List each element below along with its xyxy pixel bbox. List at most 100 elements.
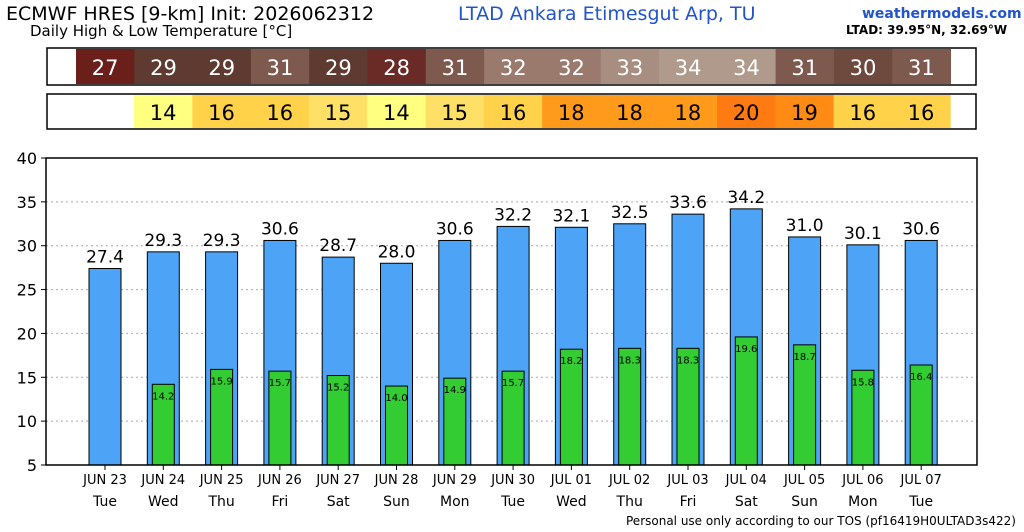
low-strip-cell — [367, 95, 426, 128]
low-strip-value: 16 — [849, 101, 876, 125]
x-tick-weekday: Tue — [92, 494, 117, 510]
high-bar-label: 32.1 — [552, 206, 590, 226]
low-bar-label: 14.9 — [444, 385, 466, 396]
low-bar — [734, 336, 758, 466]
y-tick-label: 10 — [17, 412, 37, 431]
high-strip-cell — [833, 49, 893, 84]
x-tick-date: JUL 04 — [725, 473, 767, 488]
x-tick-weekday: Wed — [556, 494, 587, 510]
station-coords: LTAD: 39.95°N, 32.69°W — [846, 23, 1008, 37]
low-strip-cell — [891, 95, 951, 128]
y-tick-label: 25 — [17, 281, 37, 300]
high-bar-label: 27.4 — [86, 248, 124, 268]
high-strip-value: 34 — [733, 56, 760, 80]
high-strip-value: 31 — [908, 56, 935, 80]
high-strip-value: 31 — [791, 56, 818, 80]
x-tick-date: JUL 05 — [783, 473, 825, 488]
x-tick-date: JUL 03 — [666, 473, 708, 488]
footer-note: Personal use only according to our TOS (… — [626, 514, 1016, 528]
low-strip-value: 18 — [674, 101, 701, 125]
low-bar-label: 15.7 — [502, 378, 524, 389]
high-strip-cell — [484, 49, 543, 84]
x-tick-weekday: Sun — [383, 494, 410, 510]
y-tick-label: 5 — [27, 456, 37, 475]
high-bar-label: 33.6 — [669, 193, 707, 213]
low-strip-value: 15 — [325, 101, 352, 125]
high-bar-label: 31.0 — [786, 216, 824, 236]
low-strip-value: 16 — [208, 101, 235, 125]
x-tick-weekday: Thu — [207, 494, 234, 510]
high-strip-cell — [250, 49, 310, 84]
low-strip-value: 16 — [266, 101, 293, 125]
low-bar-label: 15.8 — [852, 377, 874, 388]
x-tick-weekday: Sun — [791, 494, 818, 510]
y-tick-label: 30 — [17, 237, 37, 256]
low-bar-label: 18.3 — [619, 355, 641, 366]
y-tick-label: 20 — [17, 324, 37, 343]
low-bar-label: 15.2 — [327, 383, 349, 394]
high-bar-label: 28.0 — [378, 242, 416, 262]
x-tick-date: JUL 07 — [900, 473, 942, 488]
low-bar-label: 18.7 — [793, 352, 815, 363]
low-strip-value: 14 — [383, 101, 410, 125]
high-strip-cell — [425, 49, 485, 84]
x-tick-weekday: Sat — [327, 494, 350, 510]
x-tick-date: JUL 06 — [841, 473, 883, 488]
high-bar-label: 30.6 — [902, 219, 940, 239]
low-strip-cell — [542, 95, 601, 128]
high-strip-cell — [775, 49, 835, 84]
high-strip-cell — [192, 49, 252, 84]
low-strip-value: 16 — [908, 101, 935, 125]
high-strip-value: 28 — [383, 56, 410, 80]
high-strip-cell — [717, 49, 777, 84]
low-strip-cell — [250, 95, 310, 128]
high-strip-cell — [600, 49, 660, 84]
y-tick-label: 40 — [17, 149, 37, 168]
plot-frame — [45, 157, 978, 466]
low-bar-label: 19.6 — [735, 344, 757, 355]
x-tick-date: JUN 27 — [315, 473, 360, 488]
low-bar-label: 15.9 — [210, 376, 232, 387]
high-strip-cell — [892, 49, 951, 84]
low-strip-value: 19 — [791, 101, 818, 125]
high-strip-value: 29 — [150, 56, 177, 80]
high-strip-value: 32 — [558, 56, 585, 80]
high-bar-label: 32.2 — [494, 205, 532, 225]
high-bar-label: 32.5 — [611, 203, 649, 223]
low-bar-label: 14.2 — [152, 391, 174, 402]
high-bar-label: 30.6 — [436, 219, 474, 239]
x-tick-date: JUN 23 — [82, 473, 127, 488]
high-strip-value: 30 — [850, 56, 877, 80]
y-tick-label: 15 — [17, 368, 37, 387]
low-strip-value: 14 — [150, 101, 177, 125]
high-strip-value: 32 — [500, 56, 527, 80]
low-bar-label: 16.4 — [910, 372, 932, 383]
high-strip-value: 31 — [442, 56, 469, 80]
x-tick-date: JUL 02 — [608, 473, 650, 488]
low-bar-label: 15.7 — [269, 378, 291, 389]
y-tick-label: 35 — [17, 193, 37, 212]
low-bar-label: 18.2 — [560, 356, 582, 367]
high-bar-label: 28.7 — [319, 236, 357, 256]
low-strip-cell — [483, 95, 543, 128]
x-tick-weekday: Fri — [272, 494, 289, 510]
x-tick-weekday: Mon — [440, 494, 470, 510]
x-tick-date: JUN 24 — [140, 473, 185, 488]
low-strip-value: 20 — [733, 101, 760, 125]
chart-subtitle: Daily High & Low Temperature [°C] — [30, 22, 293, 40]
x-tick-date: JUN 29 — [432, 473, 477, 488]
low-bar — [793, 344, 817, 466]
high-strip-cell — [542, 49, 602, 84]
high-strip-value: 27 — [92, 56, 119, 80]
low-strip-cell — [775, 95, 835, 128]
brand-link[interactable]: weathermodels.com — [862, 6, 1022, 22]
x-tick-date: JUL 01 — [550, 473, 592, 488]
low-strip-cell — [600, 95, 660, 128]
low-strip-cell — [134, 95, 193, 128]
x-tick-weekday: Sat — [735, 494, 758, 510]
low-strip-value: 18 — [558, 101, 585, 125]
x-tick-date: JUN 28 — [374, 473, 419, 488]
high-bar — [88, 268, 122, 466]
low-strip-value: 15 — [441, 101, 468, 125]
